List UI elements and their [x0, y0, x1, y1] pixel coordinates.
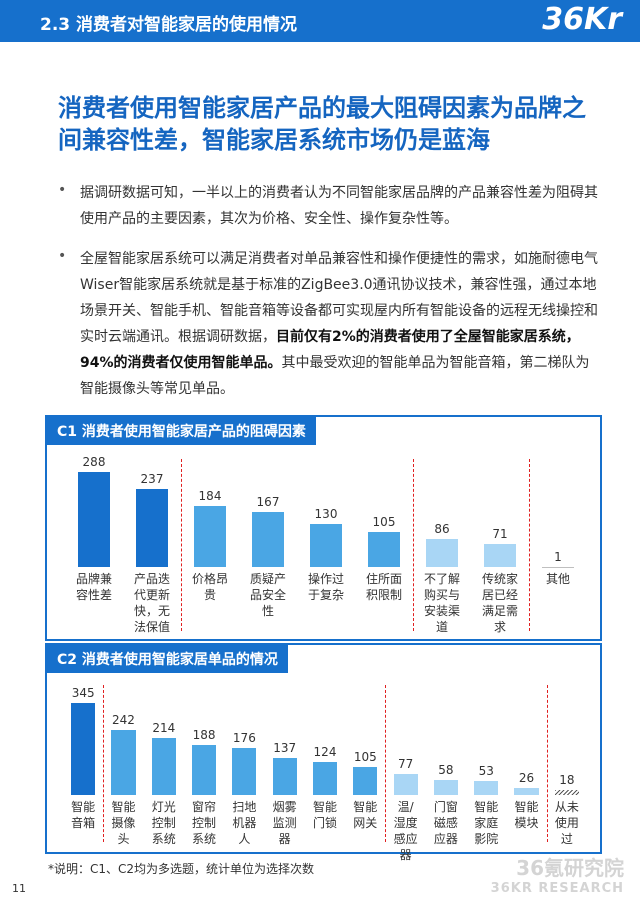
bullet-segment: 全屋智能家居系统可以满足消费者对单品兼容性和操作便捷性的需求，如施耐德电气Wis… [80, 251, 598, 345]
bar [252, 511, 284, 567]
bar [232, 748, 257, 795]
category-label: 智能音箱 [71, 800, 96, 830]
group-separator [385, 685, 387, 842]
value-label: 345 [71, 686, 95, 700]
watermark: 36氪研究院 36KR RESEARCH [491, 852, 624, 896]
value-label: 137 [273, 741, 297, 756]
bar [71, 703, 96, 795]
bullet-text: 据调研数据可知，一半以上的消费者认为不同智能家居品牌的产品兼容性差为阻碍其使用产… [80, 180, 602, 232]
chart-title: C1 消费者使用智能家居产品的阻碍因素 [47, 417, 316, 445]
header-bar: 2.3 消费者对智能家居的使用情况 36Kr [0, 0, 640, 42]
bar [191, 744, 217, 795]
bar [554, 790, 579, 795]
page-number: 11 [12, 882, 26, 895]
value-label: 53 [478, 763, 494, 778]
bar [514, 788, 539, 795]
category-label: 灯光控制系统 [151, 800, 176, 846]
group-separator [529, 459, 530, 631]
headline: 消费者使用智能家居产品的最大阻碍因素为品牌之间兼容性差，智能家居系统市场仍是蓝海 [58, 94, 586, 154]
value-label: 71 [492, 526, 508, 541]
category-label: 不了解购买与安装渠道 [423, 572, 460, 634]
value-label: 1 [554, 549, 562, 564]
category-label: 从未使用过 [554, 800, 579, 846]
bar [433, 779, 458, 795]
value-label: 130 [314, 507, 338, 522]
value-label: 26 [518, 771, 535, 786]
watermark-en: 36KR RESEARCH [490, 881, 624, 896]
value-label: 18 [559, 773, 575, 788]
category-label: 智能门锁 [312, 800, 337, 830]
bullet-segment: 据调研数据可知，一半以上的消费者认为不同智能家居品牌的产品兼容性差为阻碍其使用产… [80, 185, 598, 227]
group-separator [546, 685, 548, 842]
bullet-dot: • [58, 182, 67, 198]
bar [310, 524, 342, 567]
category-label: 其他 [545, 572, 570, 586]
category-label: 质疑产品安全性 [249, 572, 286, 618]
bar [78, 472, 110, 567]
footnote: *说明：C1、C2均为多选题，统计单位为选择次数 [48, 862, 315, 876]
category-label: 操作过于复杂 [307, 572, 344, 602]
value-label: 184 [198, 489, 222, 504]
value-label: 188 [192, 727, 216, 742]
value-label: 124 [313, 744, 337, 759]
category-label: 窗帘控制系统 [192, 800, 217, 846]
bar [426, 538, 458, 567]
header-title: 2.3 消费者对智能家居的使用情况 [40, 15, 298, 35]
category-label: 温/湿度感应器 [393, 800, 418, 862]
bar [151, 737, 176, 795]
logo: 36Kr [542, 2, 622, 37]
bullet-dot: • [58, 248, 67, 264]
bar [353, 767, 378, 795]
category-label: 品牌兼容性差 [75, 572, 112, 602]
bar [111, 730, 136, 795]
bar [474, 780, 499, 795]
value-label: 105 [372, 515, 396, 530]
group-separator [413, 459, 414, 631]
category-label: 价格昂贵 [191, 572, 228, 602]
value-label: 214 [152, 720, 176, 735]
bar [484, 543, 516, 567]
category-label: 传统家居已经满足需求 [481, 572, 518, 634]
category-label: 智能网关 [353, 800, 378, 830]
bar [272, 758, 297, 795]
value-label: 58 [438, 762, 454, 777]
category-label: 住所面积限制 [365, 572, 402, 602]
chart-title: C2 消费者使用智能家居单品的情况 [47, 645, 288, 673]
value-label: 105 [353, 750, 377, 764]
bullet-text: 全屋智能家居系统可以满足消费者对单品兼容性和操作便捷性的需求，如施耐德电气Wis… [80, 246, 602, 402]
category-label: 智能家庭影院 [474, 800, 499, 846]
bullet-segment: 其中最受欢迎的智能单品为智能音箱，第二梯队为智能摄像头等常见单品。 [80, 355, 590, 397]
group-separator [181, 459, 182, 631]
value-label: 242 [112, 713, 135, 728]
category-label: 智能摄像头 [111, 800, 136, 846]
value-label: 288 [82, 455, 106, 469]
category-label: 扫地机器人 [232, 800, 257, 846]
value-label: 237 [140, 471, 164, 486]
bullet-segment: 目前仅有2%的消费者使用了全屋智能家居系统，94%的消费者仅使用智能单品。 [80, 329, 580, 371]
value-label: 77 [397, 757, 414, 772]
group-separator [103, 685, 105, 842]
watermark-cn: 36氪研究院 [516, 856, 624, 880]
value-label: 176 [232, 731, 256, 746]
bar [393, 774, 418, 795]
bar [194, 506, 226, 567]
category-label: 产品迭代更新快，无法保值 [133, 572, 170, 634]
category-label: 智能模块 [514, 800, 539, 830]
category-label: 门窗磁感应器 [433, 800, 458, 846]
bar [312, 761, 338, 795]
chart-box: C2 消费者使用智能家居单品的情况 345 智能音箱 242 智能摄像头 214 灯光控制系… [45, 643, 602, 862]
category-label: 烟雾监测器 [272, 800, 297, 846]
bar [136, 488, 168, 567]
bar [368, 532, 400, 567]
value-label: 86 [434, 521, 450, 536]
chart-box: C1 消费者使用智能家居产品的阻碍因素 288 品牌兼容性差 237 产品迭代更新快，无… [45, 415, 602, 641]
value-label: 167 [256, 494, 280, 509]
